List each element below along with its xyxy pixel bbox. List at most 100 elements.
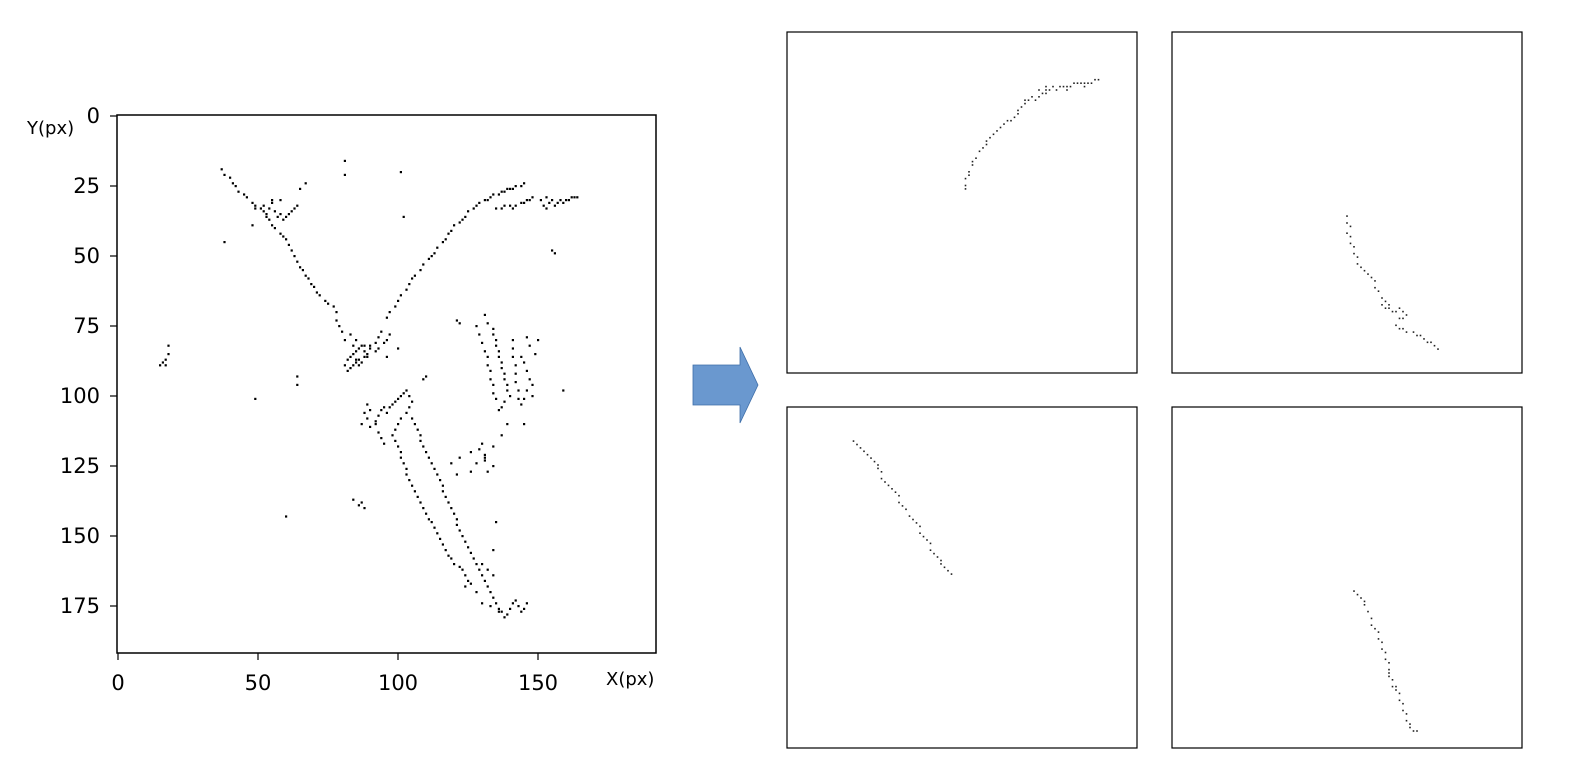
data-point [167,353,170,356]
data-point [161,361,164,364]
data-point [523,201,526,204]
data-point [1398,327,1401,330]
panel-bottom-right [1171,406,1523,749]
data-point [1010,119,1012,122]
data-point [982,147,984,149]
data-point [919,532,921,534]
data-point [503,616,506,619]
data-point [436,532,439,535]
data-point [254,397,257,400]
data-point [486,568,489,571]
data-point [1041,92,1044,95]
data-point [422,507,425,510]
data-point [363,507,366,510]
data-point [273,210,276,213]
data-point [374,350,377,353]
data-point [1398,699,1401,702]
data-point [1059,85,1061,88]
data-point [402,215,405,218]
data-point [313,285,316,288]
data-point [360,423,363,426]
data-point [338,325,341,328]
data-point [271,201,274,204]
data-point [405,288,408,291]
data-point [458,221,461,224]
data-point [439,479,442,482]
data-point [1381,641,1383,644]
x-ticks: 0 50 100 150 [111,653,558,695]
data-point [483,579,486,582]
data-point [296,375,299,378]
data-point [411,400,414,403]
y-tick-label: 100 [60,384,100,408]
data-point [534,353,537,356]
data-point [472,207,475,210]
data-point [852,440,855,442]
data-point [357,347,360,350]
data-point [422,263,425,266]
data-point [877,467,879,470]
data-point [335,319,338,322]
data-point [486,585,489,588]
data-point [497,409,500,412]
data-point [282,235,285,238]
data-point [537,339,540,342]
data-point [511,339,514,342]
data-point [1097,78,1100,81]
data-point [506,187,509,190]
data-point [492,392,495,395]
data-point [363,355,366,358]
data-point [380,330,383,333]
data-point [388,406,391,409]
data-point [1395,310,1397,313]
data-point [391,403,394,406]
data-point [1024,102,1026,105]
data-point [525,369,528,372]
data-point [520,185,523,188]
panel-points [1353,590,1418,732]
data-point [486,470,489,473]
data-point [439,537,442,540]
data-point [500,207,503,210]
data-point [964,177,967,180]
y-tick-label: 0 [87,104,100,128]
data-point [1031,96,1033,98]
data-point [514,185,517,188]
data-point [553,252,556,255]
data-point [562,201,565,204]
data-point [369,347,372,350]
data-point [251,224,254,227]
data-point [486,364,489,367]
data-point [1083,82,1086,84]
data-point [1391,685,1394,688]
data-point [441,241,444,244]
data-point [450,557,453,560]
data-point [422,378,425,381]
data-point [562,389,565,392]
data-point [234,185,237,188]
data-point [408,395,411,398]
data-point [458,322,461,325]
data-point [497,193,500,196]
data-point [377,347,380,350]
data-point [455,319,458,322]
data-point [964,184,967,187]
data-point [436,473,439,476]
data-point [1405,719,1408,722]
data-point [397,299,400,302]
data-point [318,294,321,297]
data-point [520,403,523,406]
data-point [469,470,472,473]
data-point [495,602,498,605]
data-point [497,355,500,358]
data-point [436,246,439,249]
data-point [525,602,528,605]
data-point [517,397,520,400]
data-point [394,400,397,403]
data-point [866,453,869,456]
data-point [492,445,495,448]
data-point [419,434,422,437]
data-point [1370,276,1373,279]
data-point [908,515,911,517]
data-point [492,333,495,336]
